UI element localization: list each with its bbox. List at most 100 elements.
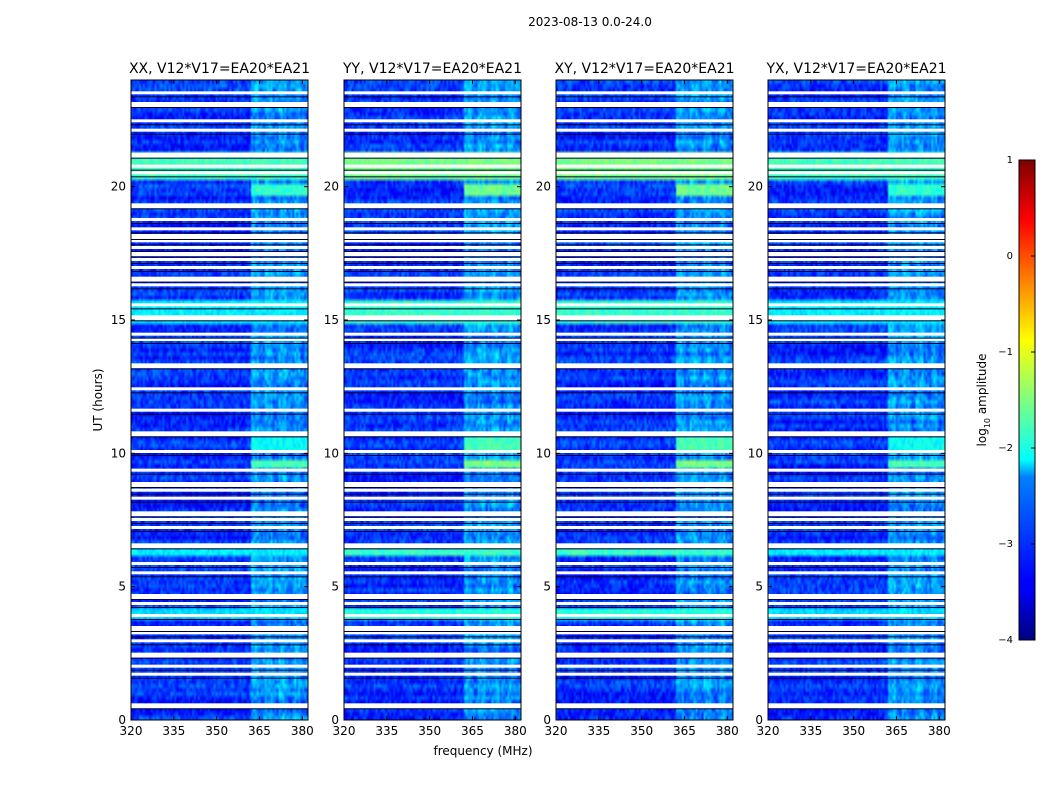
- flagged-row-edge: [556, 576, 733, 578]
- flagged-row-edge: [556, 455, 733, 456]
- flagged-row-edge: [768, 244, 945, 246]
- flagged-row: [344, 363, 521, 369]
- flagged-row-edge: [344, 232, 521, 234]
- flagged-row: [344, 664, 521, 668]
- flagged-row: [344, 614, 521, 617]
- flagged-row: [556, 218, 733, 221]
- flagged-row-edge: [556, 607, 733, 608]
- flagged-row-edge: [556, 244, 733, 246]
- flagged-row-edge: [131, 677, 308, 679]
- flagged-row: [131, 602, 308, 605]
- y-tick-label: 10: [324, 446, 339, 460]
- flagged-row: [556, 338, 733, 341]
- y-tick-label: 0: [543, 713, 551, 727]
- flagged-row-edge: [344, 473, 521, 475]
- flagged-row-edge: [344, 263, 521, 264]
- flagged-row-edge: [768, 644, 945, 646]
- colorbar-label: log10 amplitude: [975, 354, 992, 447]
- flagged-row-edge: [768, 337, 945, 339]
- flagged-row-edge: [556, 516, 733, 518]
- flagged-row-edge: [556, 548, 733, 550]
- flagged-row: [768, 614, 945, 617]
- flagged-row: [131, 234, 308, 239]
- flagged-row: [768, 496, 945, 500]
- flagged-row-edge: [556, 271, 733, 272]
- flagged-row: [131, 543, 308, 549]
- flagged-row: [344, 315, 521, 321]
- flagged-row: [556, 703, 733, 709]
- flagged-row: [556, 488, 733, 492]
- flagged-row: [556, 408, 733, 412]
- flagged-row-edge: [344, 548, 521, 550]
- flagged-row: [768, 227, 945, 231]
- flagged-row: [344, 276, 521, 282]
- flagged-row: [556, 672, 733, 676]
- flagged-row-edge: [556, 96, 733, 98]
- flagged-row: [768, 518, 945, 521]
- flagged-row-edge: [768, 263, 945, 264]
- flagged-row: [131, 562, 308, 565]
- flagged-row-edge: [131, 455, 308, 456]
- flagged-row: [556, 468, 733, 472]
- flagged-row: [344, 283, 521, 287]
- flagged-row: [131, 203, 308, 209]
- flagged-row: [131, 171, 308, 175]
- flagged-row: [768, 246, 945, 249]
- flagged-row: [344, 652, 521, 658]
- flagged-row-edge: [344, 607, 521, 608]
- y-tick-label: 5: [331, 580, 339, 594]
- flagged-row-edge: [131, 133, 308, 135]
- flagged-row: [768, 387, 945, 391]
- flagged-row: [556, 626, 733, 631]
- flagged-row: [556, 594, 733, 599]
- panel-2: YY, V12*V17=EA20*EA21 320 335 350 365 380 0 5 10…: [324, 61, 527, 738]
- flagged-row-edge: [556, 208, 733, 210]
- y-tick-label: 10: [748, 446, 763, 460]
- flagged-row: [344, 234, 521, 239]
- x-tick-label: 380: [291, 724, 314, 738]
- flagged-row-edge: [768, 636, 945, 638]
- flagged-row: [556, 171, 733, 175]
- flagged-row-edge: [768, 669, 945, 671]
- heatmap-panels: XX, V12*V17=EA20*EA21 320 335 350 365 380 0 5 10…: [111, 61, 951, 738]
- flagged-row: [556, 562, 733, 565]
- flagged-row-edge: [556, 657, 733, 659]
- flagged-row: [344, 119, 521, 123]
- flagged-row-edge: [344, 308, 521, 310]
- flagged-row-edge: [556, 239, 733, 240]
- flagged-row-edge: [344, 487, 521, 488]
- flagged-row: [131, 496, 308, 500]
- flagged-row: [768, 119, 945, 123]
- flagged-row: [344, 303, 521, 307]
- flagged-row: [344, 387, 521, 391]
- flagged-row: [768, 338, 945, 341]
- flagged-row-edge: [344, 271, 521, 272]
- flagged-row-edge: [556, 669, 733, 671]
- x-tick-label: 335: [587, 724, 610, 738]
- flagged-row-edge: [768, 708, 945, 710]
- flagged-row: [131, 266, 308, 269]
- flagged-row-edge: [556, 320, 733, 322]
- flagged-row-edge: [768, 516, 945, 518]
- y-tick-label: 20: [748, 180, 763, 194]
- flagged-row-edge: [556, 343, 733, 344]
- flagged-row-edge: [768, 271, 945, 272]
- flagged-row: [556, 431, 733, 437]
- flagged-row: [131, 363, 308, 369]
- flagged-row: [344, 571, 521, 575]
- y-tick-label: 20: [536, 180, 551, 194]
- flagged-row-edge: [768, 308, 945, 310]
- flagged-row-edge: [344, 169, 521, 171]
- flagged-row-edge: [131, 708, 308, 710]
- flagged-row-edge: [131, 208, 308, 210]
- flagged-row-edge: [344, 320, 521, 322]
- flagged-row: [344, 482, 521, 487]
- flagged-row-edge: [131, 239, 308, 240]
- flagged-row: [131, 218, 308, 221]
- flagged-row-edge: [131, 124, 308, 126]
- colorbar-tick-label: −2: [998, 443, 1013, 454]
- flagged-row-edge: [131, 244, 308, 246]
- flagged-row-edge: [344, 157, 521, 159]
- flagged-row: [344, 203, 521, 209]
